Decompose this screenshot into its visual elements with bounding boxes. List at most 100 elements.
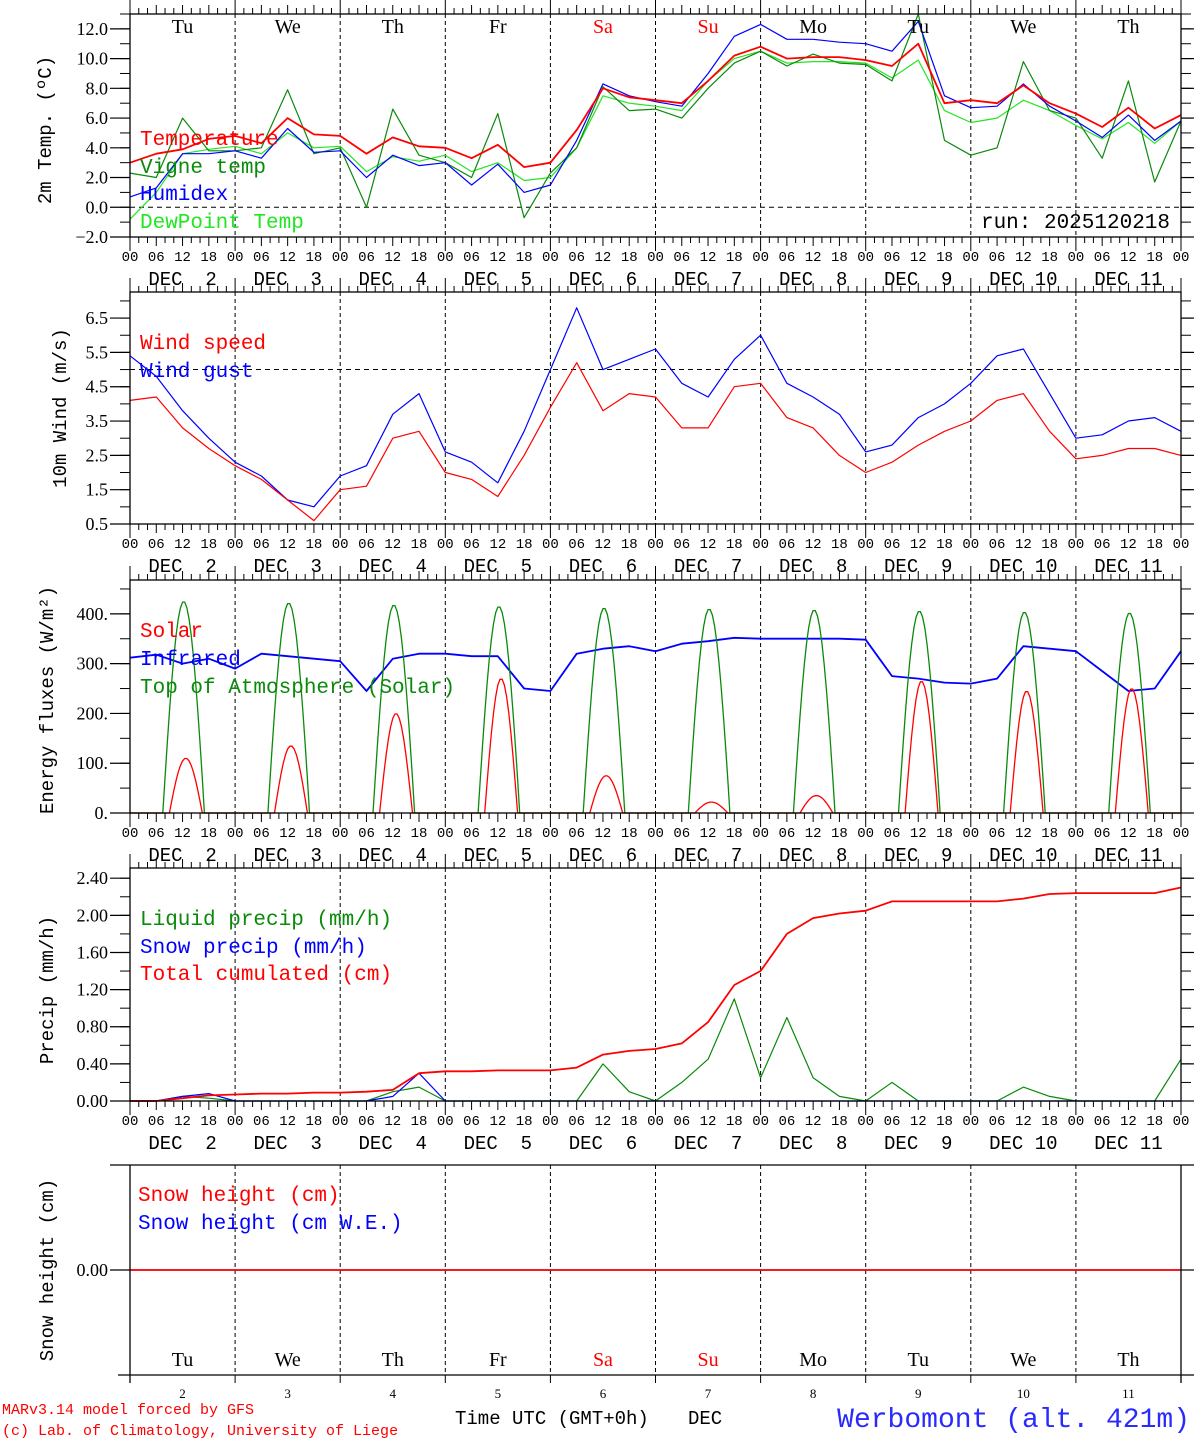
weekday-label: We — [275, 1349, 301, 1371]
hour-label: 06 — [989, 1114, 1006, 1130]
hour-label: 00 — [437, 826, 454, 842]
hour-label: 00 — [857, 250, 874, 266]
hour-label: 12 — [595, 1114, 612, 1130]
series-wind-speed — [129, 362, 1182, 522]
hour-label: 12 — [805, 826, 822, 842]
hour-label: 06 — [673, 1114, 690, 1130]
hour-label: 06 — [463, 1114, 480, 1130]
hour-label: 00 — [647, 826, 664, 842]
date-label: DEC 8 — [779, 556, 847, 578]
hour-label: 00 — [122, 250, 139, 266]
hour-label: 18 — [726, 537, 743, 553]
hour-label: 06 — [463, 537, 480, 553]
date-label: DEC 6 — [569, 1133, 637, 1155]
weekday-label: Th — [1117, 16, 1139, 38]
hour-label: 12 — [279, 826, 296, 842]
hour-label: 18 — [1041, 250, 1058, 266]
hour-label: 18 — [726, 826, 743, 842]
hour-label: 00 — [122, 826, 139, 842]
hour-label: 00 — [647, 537, 664, 553]
legend-dewpoint: DewPoint Temp — [140, 212, 304, 235]
hour-label: 18 — [306, 250, 323, 266]
date-label: DEC 6 — [569, 845, 637, 867]
date-label: DEC 2 — [148, 556, 216, 578]
day-number-label: 7 — [705, 1386, 712, 1401]
hour-label: 06 — [253, 1114, 270, 1130]
date-label: DEC 9 — [884, 269, 952, 291]
hour-label: 00 — [647, 1114, 664, 1130]
date-label: DEC 4 — [359, 845, 427, 867]
hour-label: 06 — [1094, 1114, 1111, 1130]
y-tick-label: 0.5 — [86, 514, 109, 534]
hour-label: 12 — [595, 826, 612, 842]
y-tick-label: 10.0 — [77, 49, 109, 69]
y-tick-label: 0. — [95, 803, 109, 823]
hour-label: 00 — [542, 826, 559, 842]
hour-label: 18 — [1146, 250, 1163, 266]
weekday-label: Su — [697, 16, 718, 38]
hour-label: 18 — [621, 250, 638, 266]
y-tick-label: 6.0 — [86, 108, 109, 128]
hour-label: 06 — [673, 826, 690, 842]
y-tick-label: 6.5 — [86, 308, 109, 328]
hour-label: 00 — [752, 826, 769, 842]
energy-axis-title: Energy fluxes (W/m²) — [37, 586, 59, 814]
hour-label: 06 — [358, 250, 375, 266]
hour-label: 00 — [962, 1114, 979, 1130]
hour-label: 06 — [358, 537, 375, 553]
hour-label: 18 — [516, 537, 533, 553]
hour-label: 12 — [805, 537, 822, 553]
hour-label: 06 — [148, 537, 165, 553]
hour-label: 18 — [621, 826, 638, 842]
hour-label: 12 — [1015, 1114, 1032, 1130]
date-label: DEC 11 — [1094, 556, 1162, 578]
date-label: DEC 5 — [464, 269, 532, 291]
hour-label: 06 — [568, 1114, 585, 1130]
hour-label: 18 — [621, 1114, 638, 1130]
y-tick-label: 1.60 — [77, 942, 109, 962]
hour-label: 12 — [700, 826, 717, 842]
hour-label: 00 — [1173, 1114, 1190, 1130]
y-tick-label: 0.00 — [77, 1260, 109, 1280]
hour-label: 12 — [700, 1114, 717, 1130]
legend-temperature: Temperature — [140, 129, 279, 152]
temp-axis-title: 2m Temp. (ºC) — [35, 56, 57, 204]
hour-label: 06 — [1094, 537, 1111, 553]
hour-label: 00 — [122, 537, 139, 553]
day-number-label: 11 — [1122, 1386, 1135, 1401]
hour-label: 12 — [489, 537, 506, 553]
hour-label: 18 — [831, 537, 848, 553]
y-tick-label: 0.40 — [77, 1054, 109, 1074]
hour-label: 12 — [1120, 537, 1137, 553]
weekday-label: Th — [382, 1349, 404, 1371]
hour-label: 12 — [1120, 250, 1137, 266]
hour-label: 00 — [332, 250, 349, 266]
date-label: DEC 10 — [989, 845, 1057, 867]
hour-label: 06 — [253, 537, 270, 553]
hour-label: 00 — [332, 826, 349, 842]
date-label: DEC 3 — [253, 556, 321, 578]
axis-layer: 00 06 12 18 00 06 12 18 00 06 12 18 00 06 12 18 00 06 12 18… — [75, 0, 1194, 1401]
hour-label: 18 — [516, 250, 533, 266]
hour-label: 06 — [989, 250, 1006, 266]
day-number-label: 2 — [179, 1386, 186, 1401]
weekday-label: Tu — [172, 16, 194, 38]
date-label: DEC 3 — [253, 269, 321, 291]
date-label: DEC 8 — [779, 269, 847, 291]
hour-label: 00 — [647, 250, 664, 266]
hour-label: 00 — [857, 826, 874, 842]
y-tick-label: 0.0 — [86, 197, 109, 217]
hour-label: 12 — [174, 826, 191, 842]
snow-axis-title: Snow height (cm) — [37, 1179, 59, 1361]
weekday-label: Sa — [593, 1349, 613, 1371]
series-dewpoint-temp — [129, 50, 1182, 220]
hour-label: 18 — [1041, 826, 1058, 842]
model-credit: MARv3.14 model forced by GFS — [2, 1402, 254, 1419]
hour-label: 18 — [516, 826, 533, 842]
date-label: DEC 6 — [569, 269, 637, 291]
legend-snow-height-we: Snow height (cm W.E.) — [138, 1213, 403, 1236]
weekday-label: Mo — [799, 1349, 827, 1371]
y-tick-label: 2.00 — [77, 905, 109, 925]
hour-label: 06 — [148, 250, 165, 266]
hour-label: 18 — [411, 537, 428, 553]
